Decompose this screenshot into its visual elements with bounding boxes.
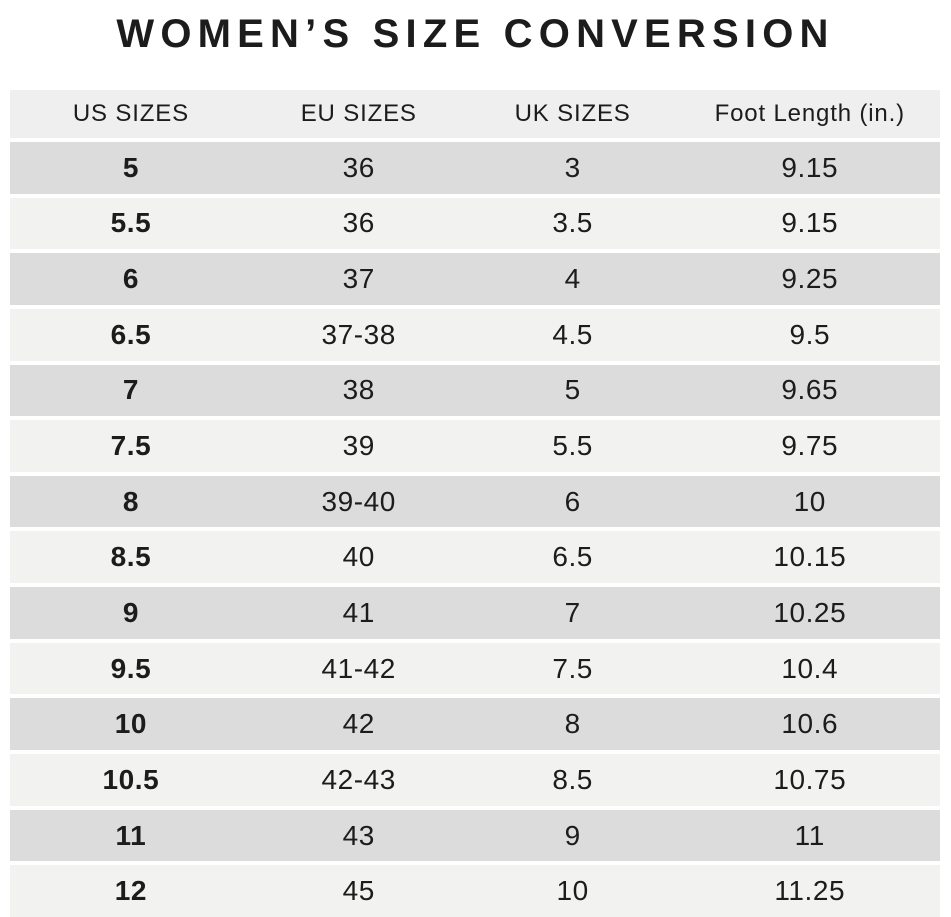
uk-size-cell: 5	[564, 374, 581, 406]
page-title: WOMEN’S SIZE CONVERSION	[116, 12, 835, 56]
eu-size-cell: 38	[342, 374, 375, 406]
uk-size-cell: 10	[556, 875, 589, 907]
us-size-cell: 5.5	[110, 207, 152, 239]
foot-length-cell: 9.75	[781, 430, 839, 462]
table-row: 8 39-40 6 10	[10, 475, 940, 528]
uk-size-cell: 9	[564, 819, 581, 851]
table-row: 5 36 3 9.15	[10, 142, 940, 194]
table-row: 10 42 8 10.6	[10, 698, 940, 751]
uk-size-cell: 7.5	[552, 652, 593, 684]
eu-size-cell: 43	[342, 819, 375, 851]
eu-size-cell: 36	[342, 207, 375, 239]
foot-length-cell: 10.75	[773, 763, 847, 795]
table-row: 7.5 39 5.5 9.75	[10, 420, 940, 472]
table-row: 9.5 41-42 7.5 10.4	[10, 642, 940, 695]
us-size-cell: 7	[122, 374, 139, 406]
eu-size-cell: 40	[342, 541, 375, 573]
size-conversion-table: US SIZES EU SIZES UK SIZES Foot Length (…	[10, 90, 940, 917]
us-size-cell: 9.5	[110, 652, 152, 684]
uk-size-cell: 8.5	[552, 763, 593, 795]
table-row: 6.5 37-38 4.5 9.5	[10, 308, 940, 361]
us-size-cell: 8	[122, 485, 139, 517]
uk-size-cell: 4.5	[552, 318, 593, 350]
us-size-cell: 6.5	[110, 318, 152, 350]
table-header-row: US SIZES EU SIZES UK SIZES Foot Length (…	[10, 90, 940, 138]
eu-size-cell: 39	[342, 430, 375, 462]
table-row: 10.5 42-43 8.5 10.75	[10, 754, 940, 806]
table-row: 7 38 5 9.65	[10, 364, 940, 417]
uk-size-cell: 6.5	[552, 541, 593, 573]
eu-size-cell: 41-42	[321, 652, 396, 684]
eu-size-cell: 37-38	[321, 318, 396, 350]
uk-size-cell: 4	[564, 263, 581, 295]
table-row: 5.5 36 3.5 9.15	[10, 197, 940, 250]
table-row: 8.5 40 6.5 10.15	[10, 531, 940, 584]
eu-size-cell: 37	[342, 263, 375, 295]
eu-size-cell: 45	[342, 875, 375, 907]
uk-size-cell: 5.5	[552, 430, 593, 462]
us-size-cell: 10	[114, 708, 148, 740]
foot-length-cell: 9.5	[789, 318, 831, 350]
eu-size-cell: 41	[342, 596, 375, 628]
uk-size-cell: 3	[564, 151, 581, 183]
us-size-cell: 9	[122, 596, 139, 628]
eu-size-cell: 42	[342, 708, 375, 740]
us-size-cell: 12	[114, 875, 148, 907]
us-size-cell: 11	[115, 819, 147, 851]
us-size-cell: 10.5	[102, 763, 160, 795]
us-size-cell: 7.5	[110, 430, 152, 462]
foot-length-cell: 9.65	[781, 374, 839, 406]
foot-length-cell: 10.4	[781, 652, 839, 684]
eu-size-cell: 36	[342, 151, 375, 183]
table-row: 12 45 10 11.25	[10, 865, 940, 917]
foot-length-cell: 10.15	[773, 541, 847, 573]
foot-length-cell: 11.25	[774, 875, 846, 907]
header-foot-length: Foot Length (in.)	[714, 100, 905, 127]
eu-size-cell: 42-43	[321, 763, 396, 795]
eu-size-cell: 39-40	[321, 485, 396, 517]
foot-length-cell: 10.25	[773, 596, 847, 628]
uk-size-cell: 3.5	[552, 207, 593, 239]
table-row: 11 43 9 11	[10, 809, 940, 862]
us-size-cell: 6	[122, 263, 139, 295]
us-size-cell: 5	[122, 151, 139, 183]
header-us-sizes: US SIZES	[72, 100, 189, 127]
foot-length-cell: 9.15	[781, 151, 839, 183]
foot-length-cell: 11	[794, 819, 825, 851]
uk-size-cell: 8	[564, 708, 581, 740]
foot-length-cell: 9.25	[781, 263, 839, 295]
foot-length-cell: 9.15	[781, 207, 839, 239]
header-eu-sizes: EU SIZES	[300, 100, 417, 127]
foot-length-cell: 10	[793, 485, 826, 517]
uk-size-cell: 7	[564, 596, 581, 628]
us-size-cell: 8.5	[110, 541, 152, 573]
foot-length-cell: 10.6	[781, 708, 839, 740]
table-row: 6 37 4 9.25	[10, 253, 940, 305]
header-uk-sizes: UK SIZES	[514, 100, 631, 127]
uk-size-cell: 6	[564, 485, 581, 517]
table-row: 9 41 7 10.25	[10, 587, 940, 639]
